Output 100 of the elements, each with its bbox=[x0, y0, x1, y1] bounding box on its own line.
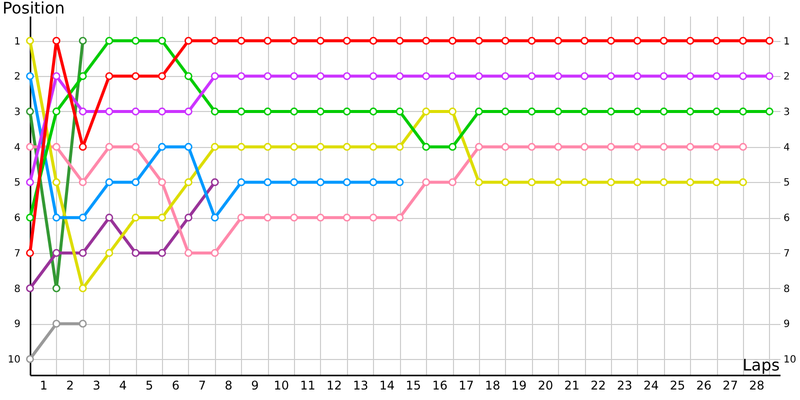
x-tick-label: 12 bbox=[326, 378, 342, 392]
point bbox=[316, 72, 324, 80]
point bbox=[26, 355, 34, 364]
y-tick-label: 9 bbox=[14, 319, 20, 330]
point bbox=[132, 108, 140, 116]
point bbox=[686, 72, 694, 80]
point bbox=[739, 178, 747, 186]
x-tick-label: 24 bbox=[643, 378, 659, 392]
point bbox=[342, 72, 351, 80]
point bbox=[78, 178, 87, 186]
point bbox=[290, 178, 298, 186]
y-tick-label: 1 bbox=[14, 36, 20, 48]
point bbox=[237, 142, 246, 151]
point bbox=[501, 178, 510, 186]
point bbox=[316, 36, 324, 45]
point bbox=[184, 72, 192, 80]
y-tick-label: 3 bbox=[14, 107, 20, 118]
point bbox=[396, 108, 404, 116]
x-tick-label: 1 bbox=[40, 378, 48, 392]
x-tick-label: 16 bbox=[432, 378, 448, 392]
point bbox=[765, 36, 774, 45]
point bbox=[554, 108, 562, 116]
point bbox=[660, 72, 668, 80]
y2-tick-label: 5 bbox=[784, 178, 790, 189]
point bbox=[316, 108, 324, 116]
point bbox=[52, 284, 60, 292]
point bbox=[369, 214, 378, 222]
point bbox=[580, 108, 589, 116]
point bbox=[660, 36, 668, 45]
point bbox=[660, 142, 668, 151]
point bbox=[607, 36, 615, 45]
y2-tick-label: 2 bbox=[784, 72, 790, 83]
point bbox=[633, 108, 642, 116]
x-tick-label: 11 bbox=[300, 378, 316, 392]
point bbox=[105, 249, 114, 257]
point bbox=[237, 108, 246, 116]
point bbox=[78, 214, 87, 222]
point bbox=[290, 214, 298, 222]
point bbox=[712, 142, 721, 151]
point bbox=[264, 142, 272, 151]
x-tick-label: 22 bbox=[590, 378, 606, 392]
point bbox=[290, 108, 298, 116]
point bbox=[78, 36, 87, 45]
x-tick-label: 14 bbox=[379, 378, 395, 392]
point bbox=[132, 72, 140, 80]
point bbox=[132, 249, 140, 257]
y-tick-label: 8 bbox=[14, 284, 20, 295]
y-tick-label: 10 bbox=[8, 354, 20, 366]
point bbox=[78, 72, 87, 80]
point bbox=[475, 36, 483, 45]
point bbox=[396, 142, 404, 151]
point bbox=[26, 214, 34, 222]
point bbox=[528, 178, 536, 186]
x-tick-label: 5 bbox=[146, 378, 154, 392]
point bbox=[105, 142, 114, 151]
point bbox=[132, 142, 140, 151]
point bbox=[264, 108, 272, 116]
point bbox=[580, 178, 589, 186]
point bbox=[422, 36, 430, 45]
point bbox=[739, 36, 747, 45]
point bbox=[607, 178, 615, 186]
point bbox=[78, 142, 87, 151]
point bbox=[184, 36, 192, 45]
point bbox=[158, 36, 166, 45]
point bbox=[580, 36, 589, 45]
point bbox=[342, 142, 351, 151]
point bbox=[26, 249, 34, 257]
point bbox=[739, 108, 747, 116]
point bbox=[52, 214, 60, 222]
x-tick-label: 6 bbox=[172, 378, 180, 392]
point bbox=[26, 284, 34, 292]
point bbox=[528, 108, 536, 116]
point bbox=[633, 36, 642, 45]
point bbox=[158, 214, 166, 222]
point bbox=[52, 142, 60, 151]
point bbox=[396, 214, 404, 222]
point bbox=[342, 214, 351, 222]
point bbox=[475, 72, 483, 80]
point bbox=[660, 178, 668, 186]
point bbox=[52, 320, 60, 328]
point bbox=[633, 178, 642, 186]
x-tick-label: 18 bbox=[485, 378, 500, 392]
point bbox=[554, 142, 562, 151]
point bbox=[158, 142, 166, 151]
point bbox=[580, 72, 589, 80]
y-tick-label: 2 bbox=[14, 72, 20, 83]
y2-tick-label: 10 bbox=[784, 354, 796, 366]
y2-tick-label: 8 bbox=[784, 284, 790, 295]
point bbox=[554, 178, 562, 186]
point bbox=[528, 142, 536, 151]
point bbox=[342, 108, 351, 116]
point bbox=[210, 36, 219, 45]
point bbox=[739, 72, 747, 80]
point bbox=[158, 108, 166, 116]
x-tick-label: 21 bbox=[564, 378, 580, 392]
point bbox=[633, 72, 642, 80]
point bbox=[554, 36, 562, 45]
point bbox=[26, 178, 34, 186]
point bbox=[26, 108, 34, 116]
x-tick-label: 8 bbox=[224, 378, 232, 392]
